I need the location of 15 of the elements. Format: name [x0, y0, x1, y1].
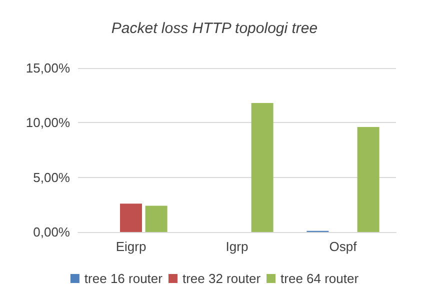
- bar: [120, 204, 142, 232]
- y-tick-label: 10,00%: [26, 115, 70, 130]
- y-tick-label: 15,00%: [26, 60, 70, 76]
- bar: [145, 206, 168, 232]
- bar: [357, 127, 380, 232]
- legend-label: tree 32 router: [182, 271, 262, 286]
- x-tick-label: Eigrp: [116, 239, 146, 254]
- x-tick-label: Ospf: [329, 239, 358, 254]
- bar: [251, 102, 274, 232]
- legend-label: tree 64 router: [280, 271, 360, 286]
- chart-title: Packet loss HTTP topologi tree: [111, 20, 318, 37]
- legend-label: tree 16 router: [84, 271, 164, 286]
- x-tick-label: Igrp: [226, 239, 248, 254]
- y-tick-label: 0,00%: [33, 224, 70, 240]
- y-tick-label: 5,00%: [33, 170, 70, 185]
